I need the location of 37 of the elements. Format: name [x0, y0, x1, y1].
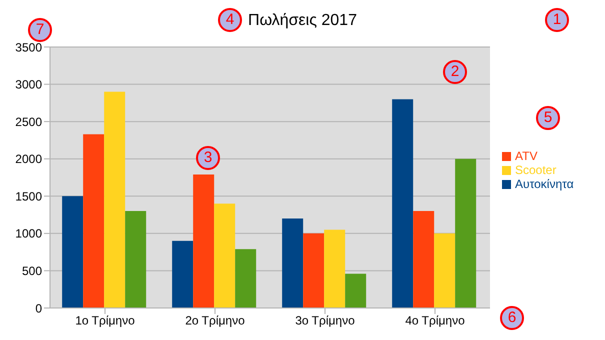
bar [455, 158, 476, 308]
legend-label: Scooter [515, 163, 556, 177]
y-tick-label: 0 [35, 301, 42, 316]
y-tick-label: 1000 [15, 226, 42, 241]
chart-title: Πωλήσεις 2017 [248, 12, 357, 29]
legend-label: Αυτοκίνητα [515, 177, 574, 191]
bar [125, 211, 146, 308]
x-tick-label: 1ο Τρίμηνο [75, 314, 136, 328]
bar [83, 134, 104, 308]
bar [62, 196, 84, 308]
legend-label: ATV [515, 149, 538, 163]
bar [434, 233, 456, 308]
bar [345, 274, 366, 308]
bar [303, 233, 324, 308]
numbered-circle: 5 [536, 106, 560, 130]
y-tick-label: 2500 [15, 114, 42, 129]
bar [282, 218, 304, 308]
bar [214, 204, 236, 308]
bar [172, 240, 194, 308]
bar [104, 92, 126, 308]
bar [324, 230, 346, 308]
numbered-circle: 7 [28, 18, 52, 42]
y-tick-label: 2000 [15, 152, 42, 166]
x-tick-label: 3ο Τρίμηνο [295, 314, 356, 328]
bar [235, 249, 256, 308]
bar [392, 99, 414, 308]
y-tick-label: 3500 [15, 40, 42, 54]
x-tick-label: 2ο Τρίμηνο [185, 314, 246, 328]
bar [413, 211, 434, 308]
y-tick-label: 3000 [15, 78, 42, 92]
numbered-circle: 1 [545, 8, 569, 32]
bar [193, 174, 214, 308]
y-tick-label: 1500 [15, 189, 42, 204]
numbered-circle: 6 [500, 306, 524, 330]
x-tick-label: 4ο Τρίμηνο [405, 314, 466, 328]
numbered-circle: 4 [218, 8, 242, 32]
y-tick-label: 500 [22, 264, 42, 278]
